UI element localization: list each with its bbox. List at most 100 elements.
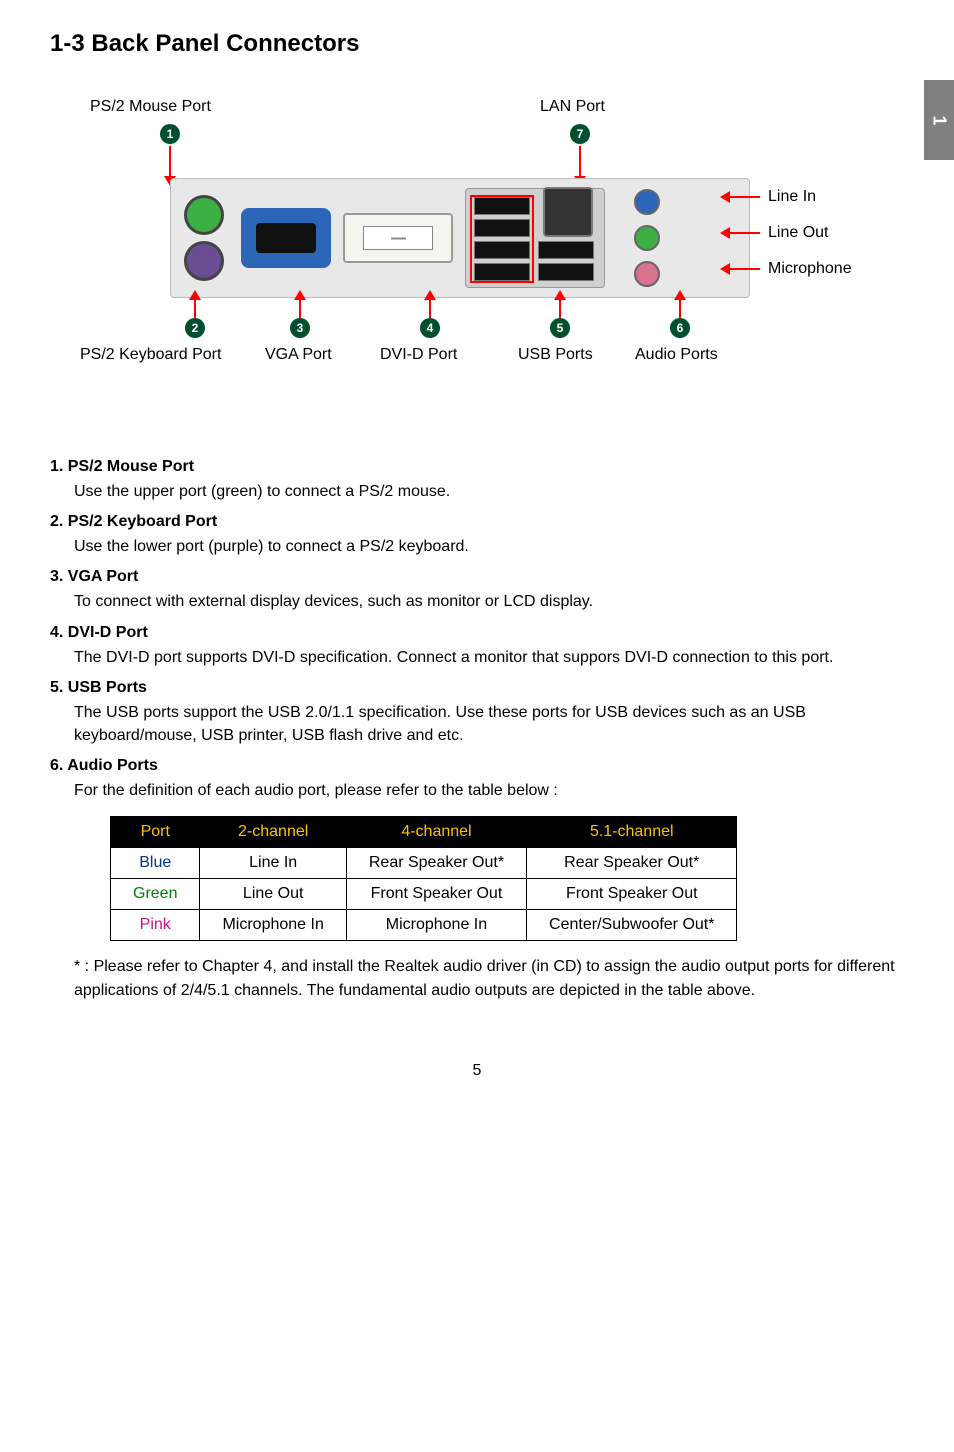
arrow-line-7 — [579, 146, 581, 176]
dvi-port-icon: ▪▪▪▪▪▪▪▪ — [343, 213, 453, 263]
table-header-row: Port 2-channel 4-channel 5.1-channel — [111, 817, 737, 848]
desc-body: To connect with external display devices… — [50, 590, 904, 613]
desc-body: The USB ports support the USB 2.0/1.1 sp… — [50, 701, 904, 747]
table-header: 4-channel — [346, 817, 526, 848]
desc-heading: 6. Audio Ports — [50, 757, 904, 775]
label-vga-port: VGA Port — [265, 346, 332, 364]
table-row: Green Line Out Front Speaker Out Front S… — [111, 879, 737, 910]
desc-body: Use the lower port (purple) to connect a… — [50, 535, 904, 558]
audio-jack-blue-icon — [634, 189, 660, 215]
desc-heading: 3. VGA Port — [50, 568, 904, 586]
label-line-out: Line Out — [768, 224, 828, 242]
desc-heading: 2. PS/2 Keyboard Port — [50, 513, 904, 531]
desc-item: 2. PS/2 Keyboard Port Use the lower port… — [50, 513, 904, 558]
usb-lan-block — [465, 188, 605, 288]
label-ps2-keyboard: PS/2 Keyboard Port — [80, 346, 221, 364]
table-cell: Front Speaker Out — [527, 879, 737, 910]
desc-item: 5. USB Ports The USB ports support the U… — [50, 679, 904, 747]
usb-slot-icon — [538, 263, 594, 281]
label-line-in: Line In — [768, 188, 816, 206]
page-number: 5 — [50, 1062, 904, 1080]
arrow-line-5 — [559, 300, 561, 318]
table-cell-port: Green — [111, 879, 200, 910]
table-cell: Rear Speaker Out* — [346, 848, 526, 879]
chapter-side-tab: 1 — [924, 80, 954, 160]
audio-block — [617, 189, 677, 287]
table-cell: Rear Speaker Out* — [527, 848, 737, 879]
table-cell: Center/Subwoofer Out* — [527, 910, 737, 941]
table-header: Port — [111, 817, 200, 848]
page-title: 1-3 Back Panel Connectors — [50, 30, 904, 58]
usb-slot-icon — [474, 263, 530, 281]
arrow-line-6 — [679, 300, 681, 318]
callout-2: 2 — [185, 318, 205, 338]
vga-port-icon — [241, 208, 331, 268]
usb-pair-icon — [538, 241, 598, 281]
label-usb-ports: USB Ports — [518, 346, 593, 364]
desc-body: The DVI-D port supports DVI-D specificat… — [50, 646, 904, 669]
callout-5: 5 — [550, 318, 570, 338]
desc-item: 1. PS/2 Mouse Port Use the upper port (g… — [50, 458, 904, 503]
chapter-side-tab-label: 1 — [928, 115, 949, 125]
arrow-line-2 — [194, 300, 196, 318]
desc-item: 3. VGA Port To connect with external dis… — [50, 568, 904, 613]
audio-jack-green-icon — [634, 225, 660, 251]
desc-heading: 5. USB Ports — [50, 679, 904, 697]
arrow-head-linein — [720, 191, 730, 203]
ps2-keyboard-port-icon — [184, 241, 224, 281]
table-header: 5.1-channel — [527, 817, 737, 848]
label-microphone: Microphone — [768, 260, 852, 278]
arrow-head-5 — [554, 290, 566, 300]
callout-7: 7 — [570, 124, 590, 144]
desc-item: 4. DVI-D Port The DVI-D port supports DV… — [50, 624, 904, 669]
back-panel-diagram: PS/2 Mouse Port LAN Port 1 7 ▪▪▪▪▪▪▪▪ — [50, 98, 904, 398]
desc-body: Use the upper port (green) to connect a … — [50, 480, 904, 503]
arrow-head-3 — [294, 290, 306, 300]
table-row: Blue Line In Rear Speaker Out* Rear Spea… — [111, 848, 737, 879]
table-cell-port: Pink — [111, 910, 200, 941]
audio-jack-pink-icon — [634, 261, 660, 287]
desc-heading: 1. PS/2 Mouse Port — [50, 458, 904, 476]
back-panel-image: ▪▪▪▪▪▪▪▪ — [170, 178, 750, 298]
desc-heading: 4. DVI-D Port — [50, 624, 904, 642]
callout-6: 6 — [670, 318, 690, 338]
callout-1: 1 — [160, 124, 180, 144]
usb-slot-icon — [538, 241, 594, 259]
usb-slot-icon — [474, 241, 530, 259]
arrow-head-mic — [720, 263, 730, 275]
arrow-line-linein — [730, 196, 760, 198]
vga-connector-icon — [256, 223, 316, 253]
dvi-connector-icon: ▪▪▪▪▪▪▪▪ — [363, 226, 433, 250]
arrow-line-mic — [730, 268, 760, 270]
table-cell: Front Speaker Out — [346, 879, 526, 910]
table-cell: Microphone In — [346, 910, 526, 941]
audio-ports-table: Port 2-channel 4-channel 5.1-channel Blu… — [110, 816, 737, 941]
desc-item: 6. Audio Ports For the definition of eac… — [50, 757, 904, 802]
table-cell: Line In — [200, 848, 346, 879]
label-lan-port: LAN Port — [540, 98, 605, 116]
lan-port-icon — [543, 187, 593, 237]
arrow-head-lineout — [720, 227, 730, 239]
callout-4: 4 — [420, 318, 440, 338]
label-dvi-port: DVI-D Port — [380, 346, 457, 364]
table-row: Pink Microphone In Microphone In Center/… — [111, 910, 737, 941]
label-audio-ports: Audio Ports — [635, 346, 718, 364]
ps2-block — [179, 195, 229, 281]
table-header: 2-channel — [200, 817, 346, 848]
arrow-head-4 — [424, 290, 436, 300]
arrow-head-6 — [674, 290, 686, 300]
arrow-line-3 — [299, 300, 301, 318]
usb-slot-icon — [474, 197, 530, 215]
descriptions: 1. PS/2 Mouse Port Use the upper port (g… — [50, 458, 904, 802]
usb-stack-right — [538, 187, 598, 281]
usb-slot-icon — [474, 219, 530, 237]
label-ps2-mouse: PS/2 Mouse Port — [90, 98, 211, 116]
usb-stack-left — [472, 197, 532, 281]
arrow-line-1 — [169, 146, 171, 176]
arrow-line-lineout — [730, 232, 760, 234]
ps2-mouse-port-icon — [184, 195, 224, 235]
table-cell: Line Out — [200, 879, 346, 910]
table-cell-port: Blue — [111, 848, 200, 879]
table-cell: Microphone In — [200, 910, 346, 941]
arrow-line-4 — [429, 300, 431, 318]
